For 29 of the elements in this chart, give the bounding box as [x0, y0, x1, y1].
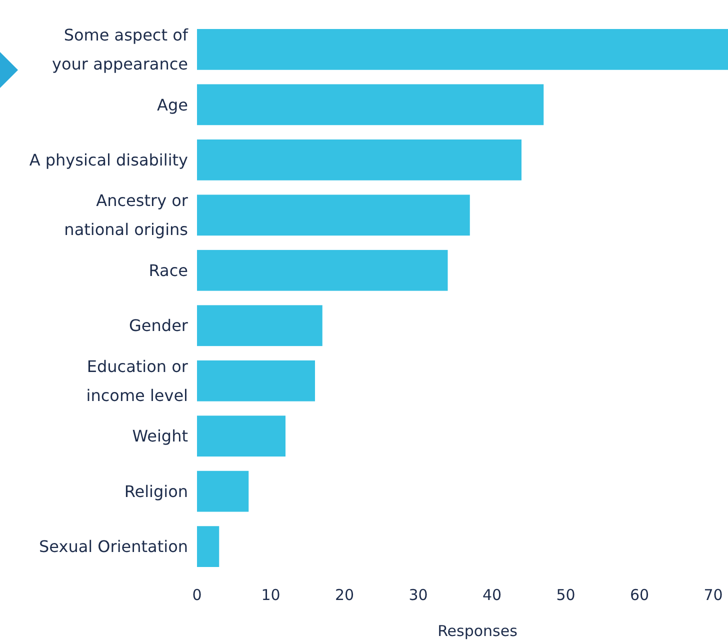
bar [197, 84, 544, 126]
y-tick-label: Gender [129, 316, 188, 336]
bar [197, 29, 728, 70]
bar [197, 360, 315, 402]
x-tick-label: 50 [556, 586, 576, 604]
bar [197, 470, 249, 512]
bar [197, 194, 470, 236]
bar [197, 305, 322, 346]
x-tick-label: 70 [704, 586, 723, 604]
bar [197, 139, 522, 180]
x-axis-title: Responses [438, 622, 518, 640]
y-tick-label: Race [148, 260, 188, 280]
bar [197, 526, 220, 567]
bar [197, 250, 448, 291]
y-tick-label: Ancestry or national origins [64, 191, 188, 240]
x-tick-label: 20 [334, 586, 354, 604]
y-tick-label: Some aspect of your appearance [52, 26, 188, 74]
x-tick-label: 60 [630, 586, 650, 604]
x-tick-label: 0 [192, 586, 202, 604]
y-tick-label: Weight [132, 426, 188, 446]
y-tick-label: Religion [124, 482, 188, 501]
y-tick-label: A physical disability [29, 150, 188, 170]
y-tick-label: Age [157, 95, 188, 114]
x-tick-label: 40 [482, 586, 502, 604]
x-tick-label: 10 [261, 586, 280, 604]
x-tick-label: 30 [408, 586, 428, 604]
y-tick-label: Sexual Orientation [39, 537, 188, 556]
bar [197, 416, 286, 457]
y-tick-label: Education or income level [86, 356, 188, 405]
